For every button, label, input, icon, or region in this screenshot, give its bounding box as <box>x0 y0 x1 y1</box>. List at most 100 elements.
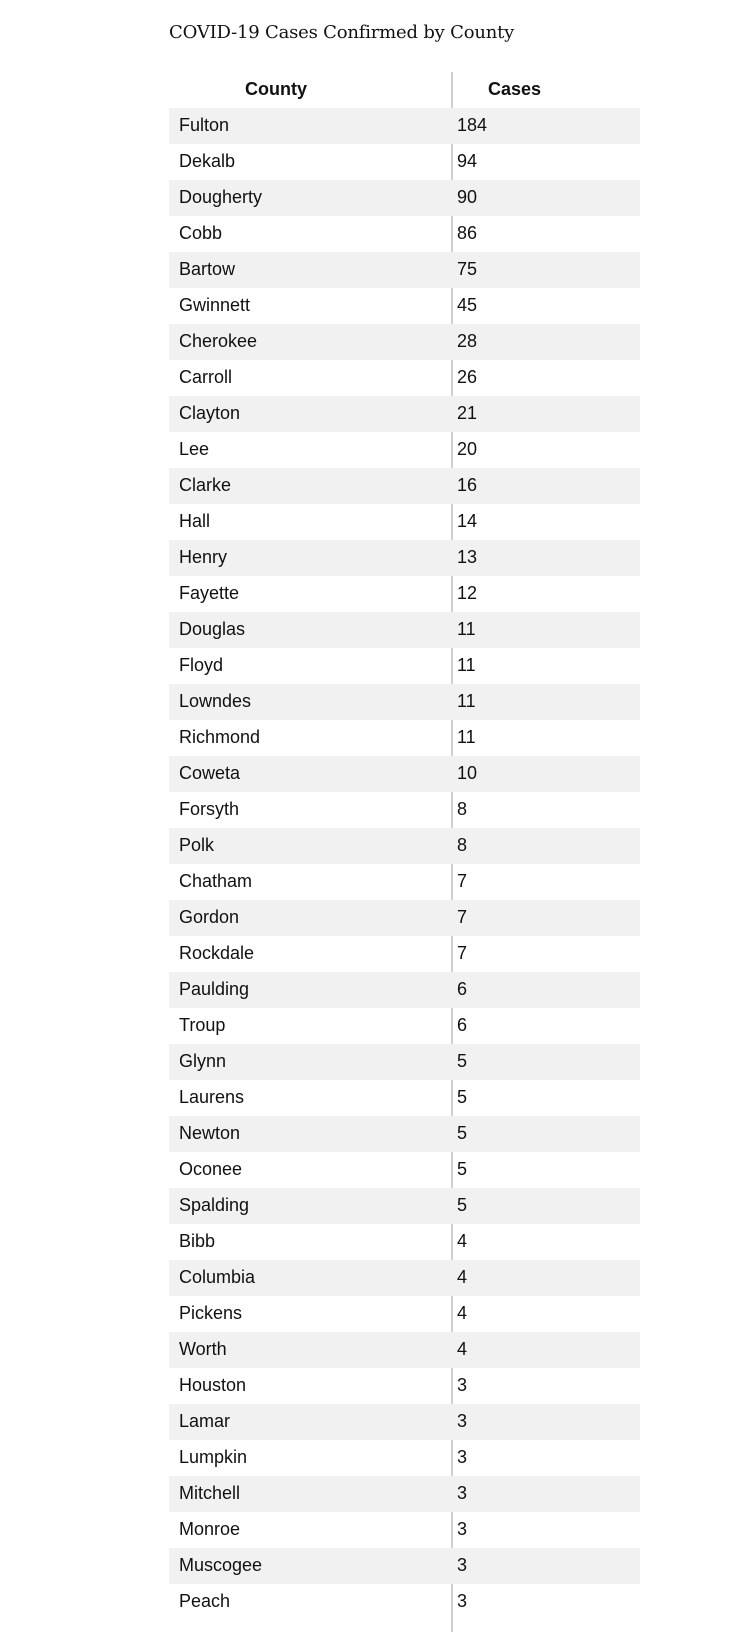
county-cell: Glynn <box>179 1051 227 1071</box>
cases-cell: 45 <box>457 295 478 315</box>
table-title: COVID-19 Cases Confirmed by County <box>169 22 515 43</box>
county-cell: Clayton <box>179 403 241 423</box>
cases-cell: 5 <box>457 1195 468 1215</box>
table-row: Houston 3 <box>169 1368 640 1404</box>
county-cell: Lamar <box>179 1411 231 1431</box>
county-cell: Lee <box>179 439 210 459</box>
table-row: Worth 4 <box>169 1332 640 1368</box>
table-row: Rockdale 7 <box>169 936 640 972</box>
cases-cell: 184 <box>457 115 488 135</box>
table-row: Cherokee 28 <box>169 324 640 360</box>
table-row: Polk 8 <box>169 828 640 864</box>
table-row: Oconee 5 <box>169 1152 640 1188</box>
cases-cell: 6 <box>457 1015 468 1035</box>
county-cell: Henry <box>179 547 228 567</box>
table-row: Troup 6 <box>169 1008 640 1044</box>
cases-cell: 7 <box>457 907 468 927</box>
table-row: Laurens 5 <box>169 1080 640 1116</box>
cases-cell: 11 <box>457 619 476 639</box>
table-header: County Cases <box>169 72 640 108</box>
county-cell: Columbia <box>179 1267 256 1287</box>
cases-cell: 26 <box>457 367 478 387</box>
table-row: Coweta 10 <box>169 756 640 792</box>
table-row: Richmond 11 <box>169 720 640 756</box>
table-row: Hall 14 <box>169 504 640 540</box>
county-cell: Fayette <box>179 583 240 603</box>
cases-cell: 11 <box>457 655 476 675</box>
county-cell: Paulding <box>179 979 250 999</box>
cases-cell: 3 <box>457 1591 468 1611</box>
table-row: Bibb 4 <box>169 1224 640 1260</box>
table-row: Forsyth 8 <box>169 792 640 828</box>
cases-cell: 5 <box>457 1051 468 1071</box>
cases-cell: 90 <box>457 187 478 207</box>
county-cell: Mitchell <box>179 1483 241 1503</box>
cases-cell: 21 <box>457 403 478 423</box>
cases-cell: 3 <box>457 1447 468 1467</box>
cases-cell: 3 <box>457 1375 468 1395</box>
table-row: Gordon 7 <box>169 900 640 936</box>
table-row: Dougherty 90 <box>169 180 640 216</box>
table-row: Clayton 21 <box>169 396 640 432</box>
table-row: Lowndes 11 <box>169 684 640 720</box>
table-row: Spalding 5 <box>169 1188 640 1224</box>
county-cell: Peach <box>179 1591 231 1611</box>
table-row: Glynn 5 <box>169 1044 640 1080</box>
cases-cell: 3 <box>457 1411 468 1431</box>
table-row: Monroe 3 <box>169 1512 640 1548</box>
cases-cell: 94 <box>457 151 478 171</box>
cases-cell: 5 <box>457 1159 468 1179</box>
county-cell: Bibb <box>179 1231 216 1251</box>
county-cell: Spalding <box>179 1195 250 1215</box>
cases-cell: 5 <box>457 1123 468 1143</box>
cases-cell: 11 <box>457 727 476 747</box>
county-cell: Dekalb <box>179 151 236 171</box>
table-row: Newton 5 <box>169 1116 640 1152</box>
table-row: Paulding 6 <box>169 972 640 1008</box>
table-row: Dekalb 94 <box>169 144 640 180</box>
cases-cell: 75 <box>457 259 478 279</box>
cases-cell: 4 <box>457 1231 468 1251</box>
cases-cell: 7 <box>457 871 468 891</box>
county-cell: Troup <box>179 1015 226 1035</box>
table-row: Bartow 75 <box>169 252 640 288</box>
header-cases[interactable]: Cases <box>488 79 542 99</box>
county-cell: Gordon <box>179 907 240 927</box>
county-cell: Cherokee <box>179 331 258 351</box>
table-row: Lamar 3 <box>169 1404 640 1440</box>
county-cell: Richmond <box>179 727 261 747</box>
cases-cell: 14 <box>457 511 478 531</box>
county-cell: Houston <box>179 1375 247 1395</box>
header-county[interactable]: County <box>245 79 307 99</box>
table-body: Fulton 184 Dekalb 94 Dougherty 90 Cobb 86 Bartow… <box>169 108 640 1620</box>
table-row: Mitchell 3 <box>169 1476 640 1512</box>
county-cell: Newton <box>179 1123 241 1143</box>
cases-table: County Cases Fulton 184 Dekalb 94 Dougherty 9… <box>169 72 640 1620</box>
county-cell: Coweta <box>179 763 241 783</box>
table-row: Carroll 26 <box>169 360 640 396</box>
table-row: Pickens 4 <box>169 1296 640 1332</box>
county-cell: Gwinnett <box>179 295 251 315</box>
cases-cell: 5 <box>457 1087 468 1107</box>
county-cell: Rockdale <box>179 943 255 963</box>
cases-cell: 3 <box>457 1519 468 1539</box>
county-cell: Clarke <box>179 475 232 495</box>
county-cell: Douglas <box>179 619 246 639</box>
county-cell: Floyd <box>179 655 224 675</box>
cases-cell: 8 <box>457 835 468 855</box>
cases-cell: 8 <box>457 799 468 819</box>
cases-cell: 4 <box>457 1267 468 1287</box>
cases-cell: 4 <box>457 1303 468 1323</box>
county-cell: Worth <box>179 1339 227 1359</box>
table-row: Floyd 11 <box>169 648 640 684</box>
county-cell: Carroll <box>179 367 233 387</box>
county-cell: Pickens <box>179 1303 243 1323</box>
county-cell: Cobb <box>179 223 223 243</box>
table-row: Chatham 7 <box>169 864 640 900</box>
table-row: Lee 20 <box>169 432 640 468</box>
cases-cell: 16 <box>457 475 478 495</box>
table-row: Cobb 86 <box>169 216 640 252</box>
county-cell: Lumpkin <box>179 1447 248 1467</box>
county-cell: Muscogee <box>179 1555 263 1575</box>
county-cell: Laurens <box>179 1087 245 1107</box>
